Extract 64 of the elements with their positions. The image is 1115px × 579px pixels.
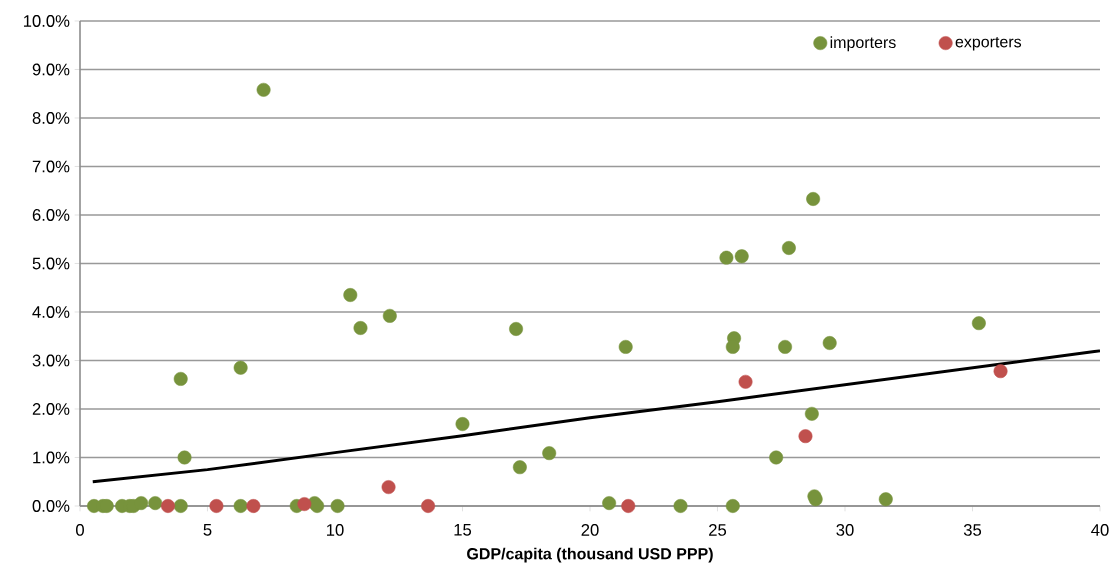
point: [382, 308, 397, 323]
point: [173, 371, 188, 386]
point: [781, 241, 796, 255]
legend-label: importers: [830, 36, 896, 52]
point: [542, 446, 557, 461]
point: [725, 499, 740, 513]
point: [673, 499, 688, 513]
y-tick-label: 4.0%: [32, 306, 70, 318]
point: [233, 360, 248, 375]
point: [330, 499, 345, 513]
point: [798, 429, 813, 444]
point: [209, 499, 224, 513]
point: [256, 82, 271, 97]
point: [512, 460, 527, 475]
point: [618, 339, 633, 354]
legend-label: exporters: [955, 36, 1022, 51]
point: [725, 339, 740, 354]
point: [804, 406, 819, 421]
y-tick-label: 2.0%: [32, 403, 70, 415]
y-tick-label: 5.0%: [32, 257, 70, 270]
point: [602, 496, 617, 511]
point: [878, 492, 893, 507]
point: [509, 322, 523, 336]
point: [769, 450, 784, 465]
x-axis-title: GDP/capita (thousand USD PPP): [467, 547, 713, 563]
point: [971, 316, 986, 331]
point: [734, 249, 749, 264]
x-tick-label: 30: [836, 524, 854, 536]
x-tick-label: 35: [963, 524, 982, 536]
point: [148, 496, 163, 511]
x-tick-label: 0: [76, 524, 84, 536]
x-tick-label: 15: [454, 524, 472, 536]
y-tick-label: 0.0%: [32, 500, 70, 512]
x-tick-label: 5: [203, 524, 212, 536]
y-tick-label: 10.0%: [23, 15, 70, 27]
point: [455, 417, 470, 431]
point: [297, 497, 312, 511]
point: [343, 288, 358, 302]
point: [233, 499, 248, 513]
point: [177, 450, 192, 465]
point: [778, 339, 793, 354]
x-tick-label: 40: [1091, 524, 1109, 536]
y-tick-label: 9.0%: [32, 63, 70, 76]
point: [822, 336, 837, 350]
y-tick-label: 3.0%: [32, 354, 70, 367]
point: [134, 496, 149, 511]
x-tick-label: 20: [581, 524, 599, 536]
x-tick-label: 10: [327, 524, 344, 536]
point: [161, 499, 175, 513]
point: [246, 499, 261, 513]
y-tick-label: 1.0%: [33, 451, 70, 464]
point: [421, 499, 436, 513]
point: [806, 192, 821, 206]
point: [738, 374, 753, 389]
x-tick-label: 25: [709, 524, 727, 536]
point: [719, 250, 734, 265]
point: [621, 499, 636, 513]
point: [173, 499, 188, 513]
y-tick-label: 6.0%: [32, 209, 70, 221]
point: [381, 480, 396, 495]
point: [993, 364, 1008, 379]
y-tick-label: 8.0%: [32, 112, 70, 124]
point: [353, 321, 368, 335]
y-tick-label: 7.0%: [32, 160, 70, 173]
